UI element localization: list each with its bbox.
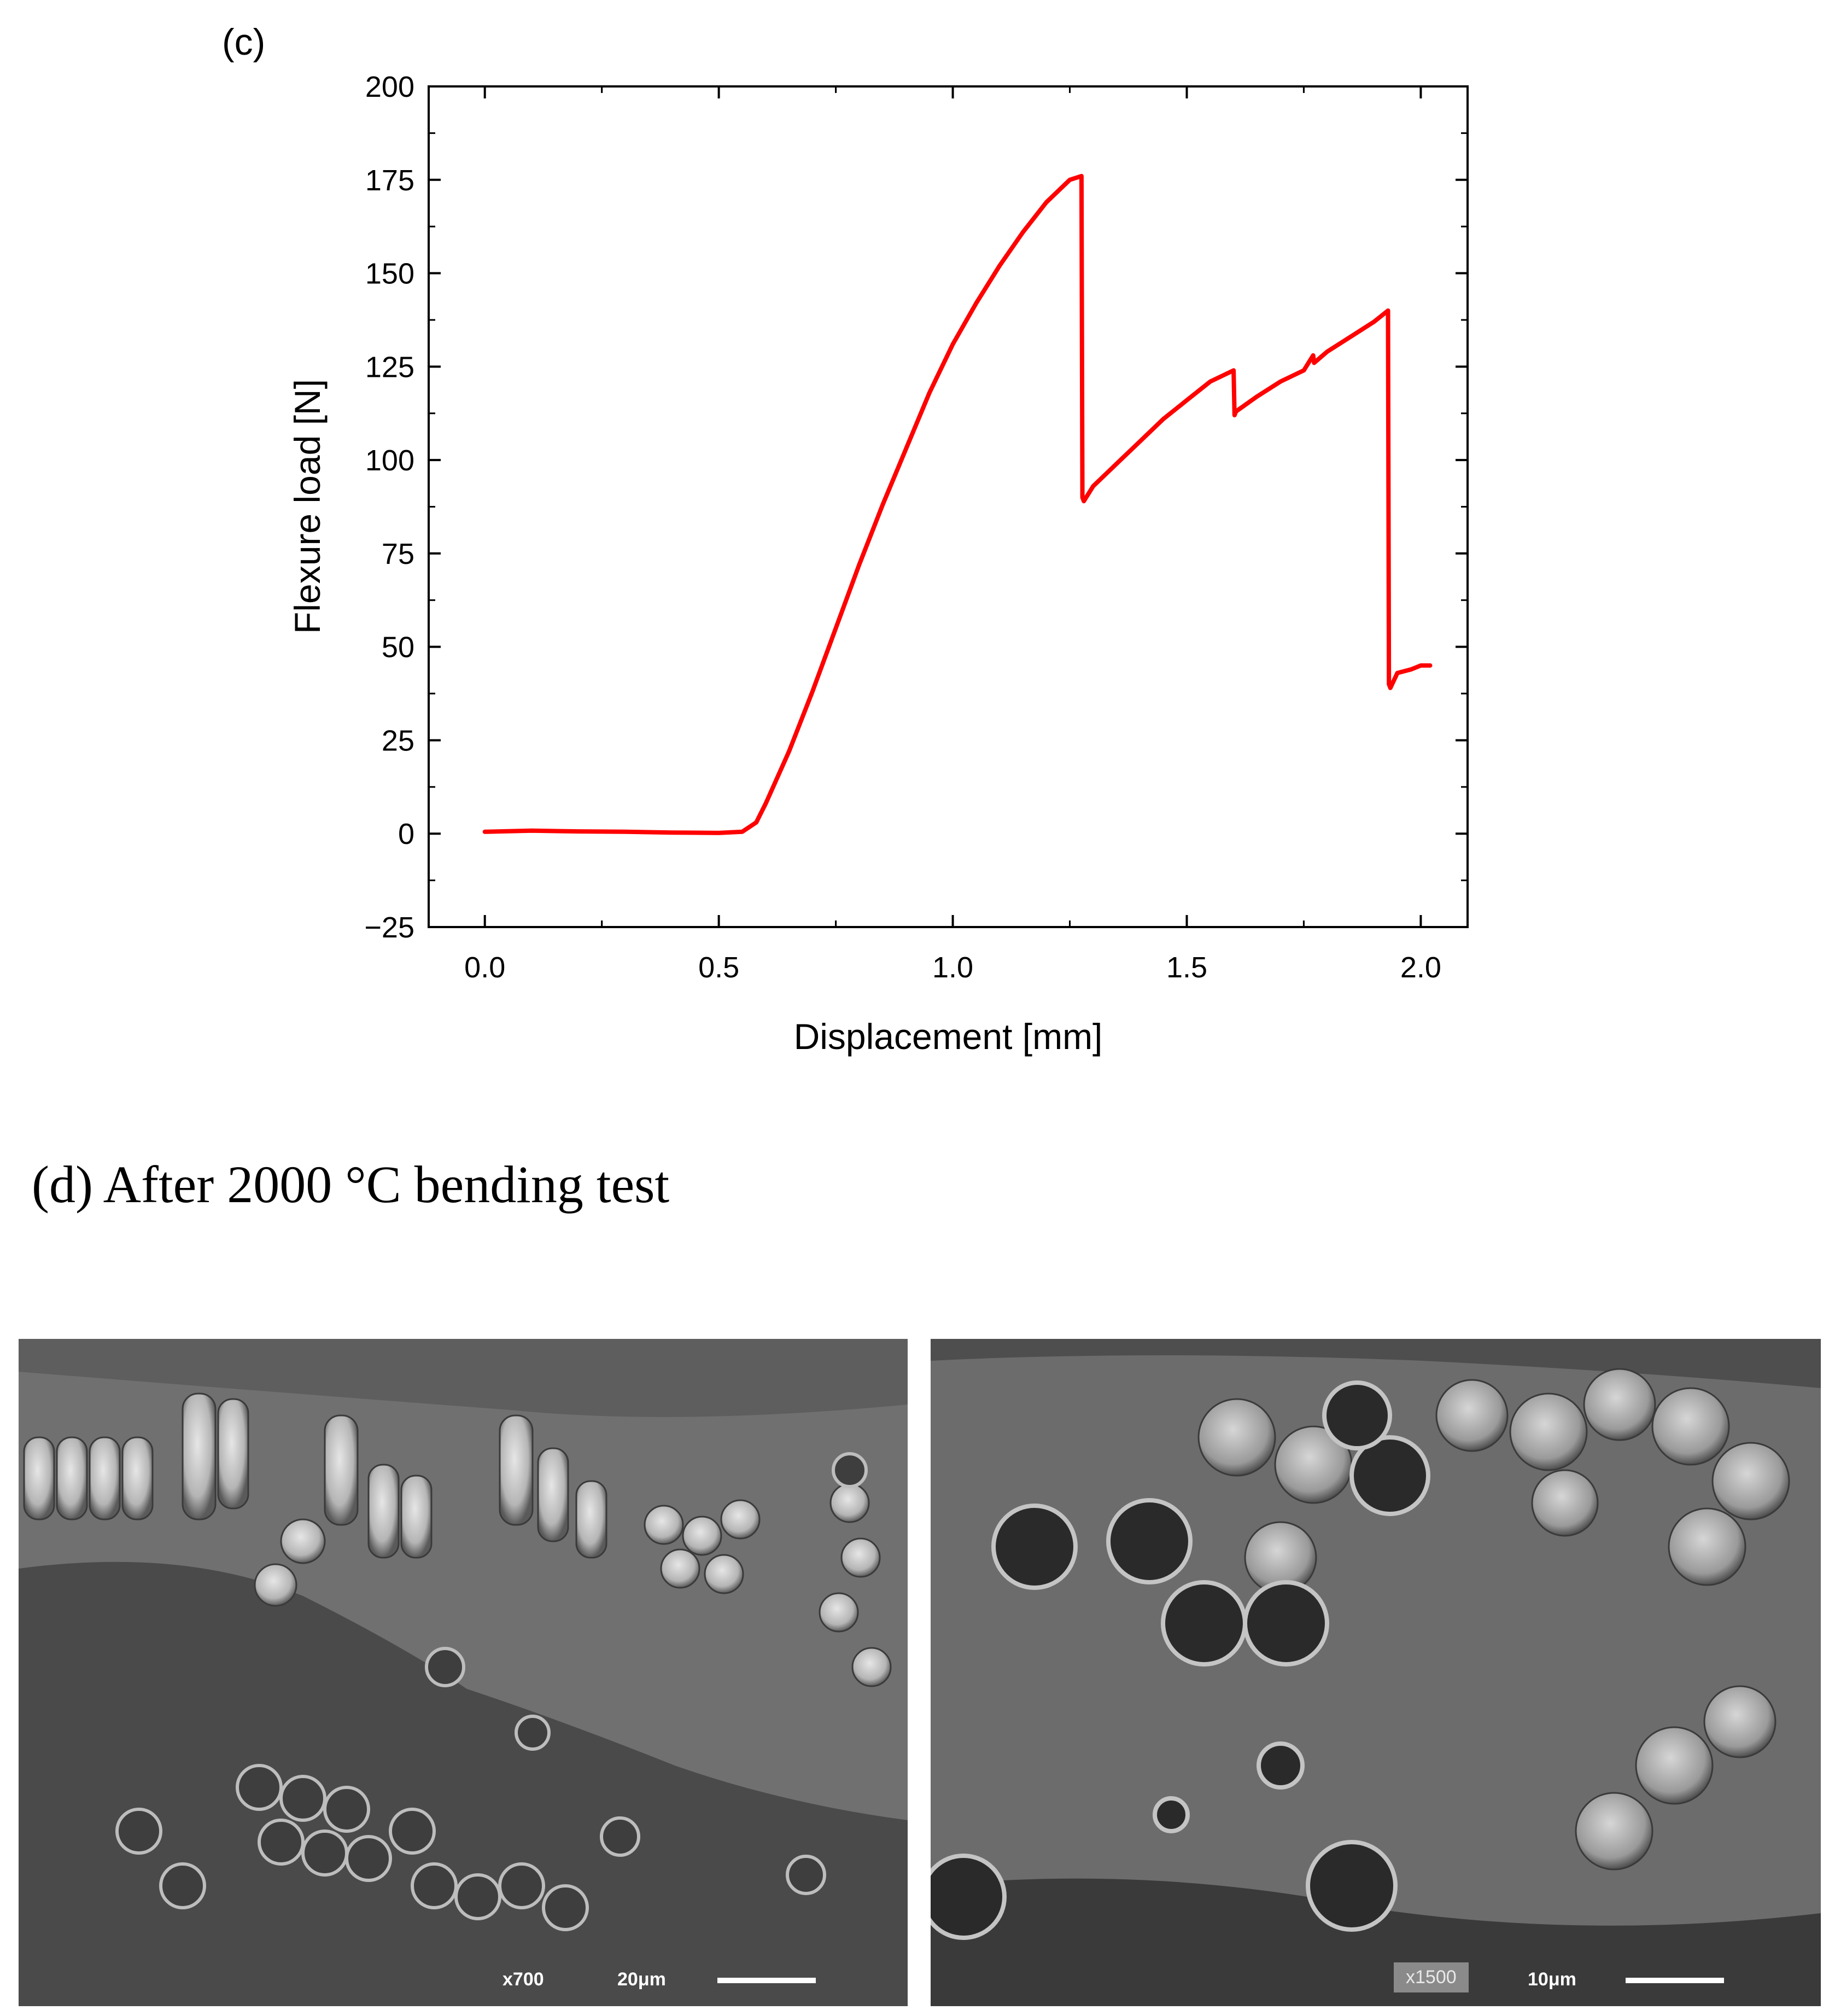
- sem-right-magnification: x1500: [1394, 1962, 1469, 1992]
- x-tick-label: 0.0: [464, 951, 505, 984]
- y-tick-label: 50: [382, 631, 414, 664]
- x-tick-label: 2.0: [1400, 951, 1441, 984]
- y-axis-title: Flexure load [N]: [287, 379, 328, 634]
- y-tick-label: 25: [382, 724, 414, 757]
- sem-right-scale-bar: [1626, 1978, 1724, 1983]
- y-tick-label: 75: [382, 538, 414, 570]
- y-tick-label: 175: [365, 164, 414, 197]
- plot-frame: [428, 85, 1469, 928]
- x-tick-label: 1.5: [1166, 951, 1207, 984]
- x-tick-label: 0.5: [698, 951, 739, 984]
- x-tick-label: 1.0: [932, 951, 973, 984]
- sem-left-scale-bar: [717, 1978, 816, 1983]
- y-tick-label: 200: [365, 71, 414, 103]
- sem-image-left: x700 20μm: [19, 1339, 908, 2006]
- y-tick-label: 0: [398, 818, 414, 850]
- series-layer: [482, 173, 1433, 835]
- flexure-load-line: [482, 173, 1433, 835]
- sem-left-magnification: x700: [502, 1969, 544, 1990]
- sem-micrograph-right: [931, 1339, 1821, 2006]
- sem-left-scale-label: 20μm: [617, 1969, 666, 1990]
- y-axis-ticks: −25 0 25 50 75 100 125 150 175 200: [364, 71, 1468, 944]
- panel-d-heading: (d) After 2000 °C bending test: [32, 1155, 670, 1214]
- y-tick-label: 125: [365, 351, 414, 383]
- flexure-load-chart: (c) −25 0 25 50 75 100 125 150 175 200 0.0 0.5 1.0 1…: [222, 21, 1469, 1057]
- panel-c-label: (c): [222, 21, 265, 63]
- sem-image-right: x1500 10μm: [931, 1339, 1821, 2006]
- x-axis-ticks: 0.0 0.5 1.0 1.5 2.0: [464, 86, 1441, 984]
- sem-micrograph-left: [19, 1339, 908, 2006]
- x-axis-title: Displacement [mm]: [794, 1016, 1103, 1057]
- y-tick-label: −25: [364, 911, 414, 944]
- y-tick-label: 150: [365, 258, 414, 290]
- y-tick-label: 100: [365, 444, 414, 477]
- sem-right-scale-label: 10μm: [1528, 1969, 1576, 1990]
